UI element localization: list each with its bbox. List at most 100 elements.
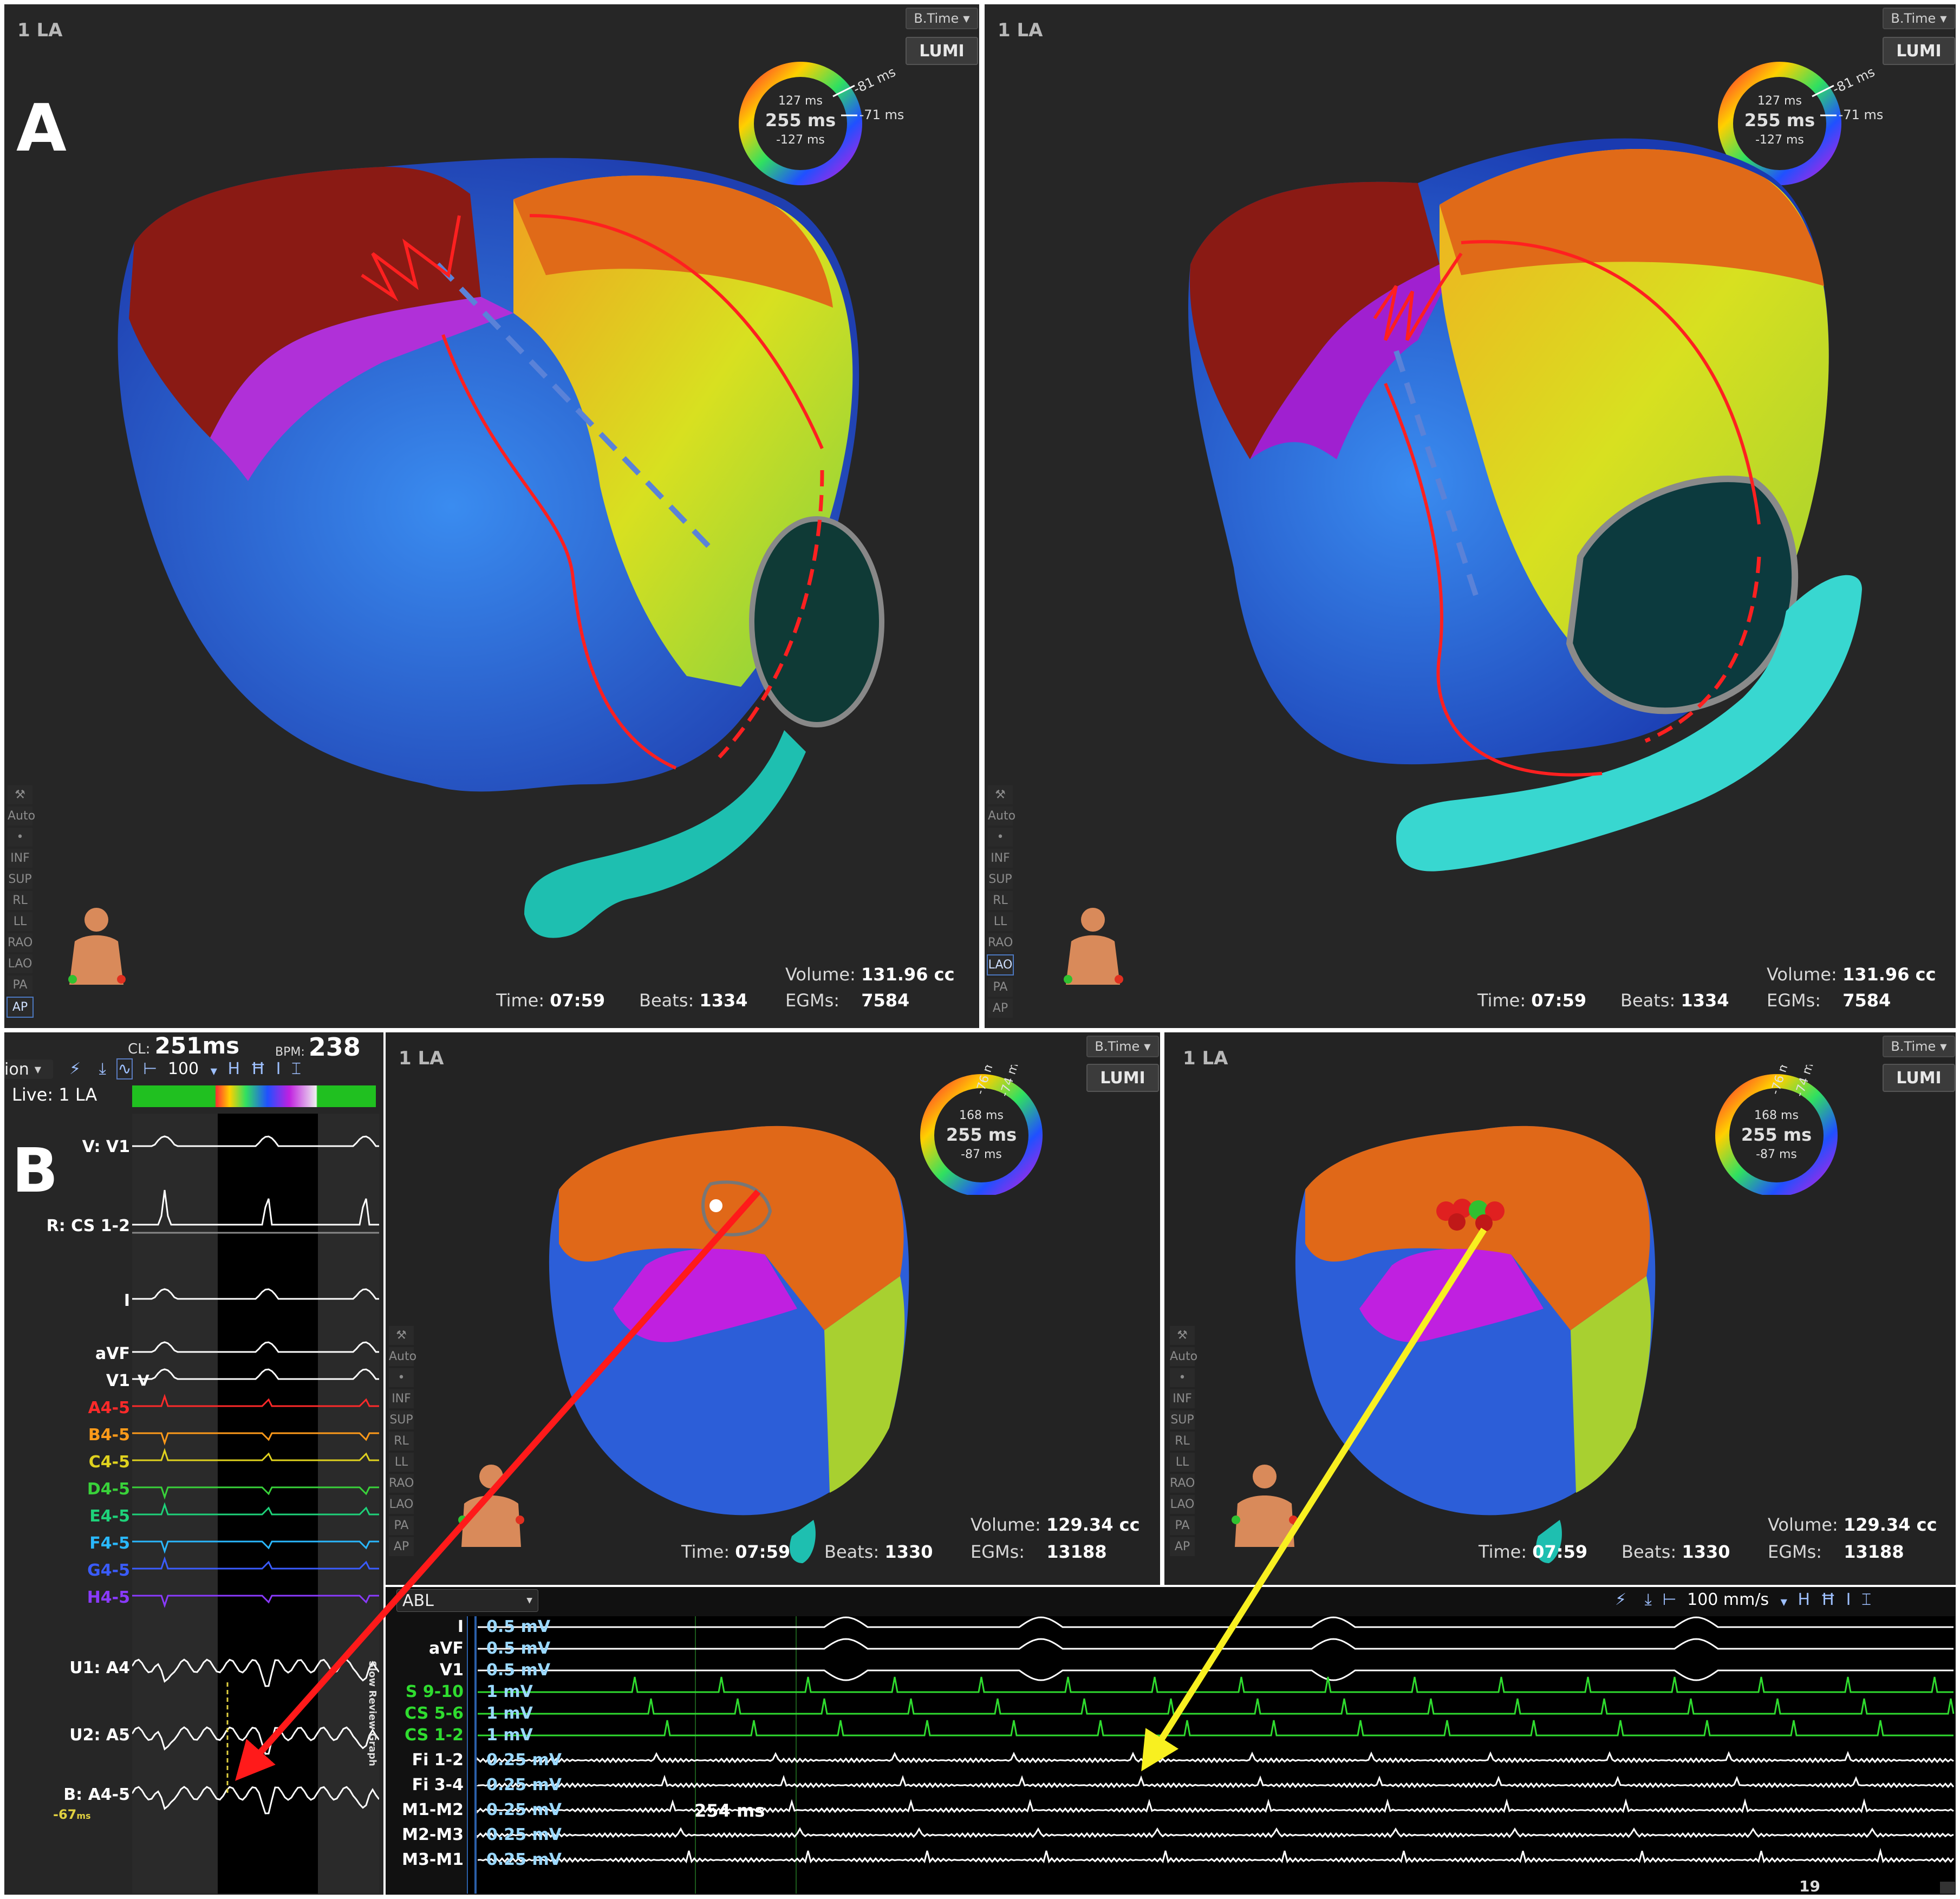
map-mode-dropdown[interactable]: B.Time ▼ [1086, 1036, 1159, 1057]
i-beam-tool-icon[interactable]: I [276, 1059, 281, 1078]
view-inf[interactable]: INF [389, 1389, 414, 1408]
view-ap[interactable]: AP [6, 997, 34, 1018]
signal-label[interactable]: U2: A5 [69, 1726, 130, 1745]
activation-map-3d[interactable] [102, 134, 903, 958]
speed-value[interactable]: 100 [167, 1059, 199, 1078]
view-rl[interactable]: RL [1170, 1432, 1195, 1451]
gain-label[interactable]: 0.5 mV [486, 1639, 551, 1658]
view-inf[interactable]: INF [988, 849, 1013, 868]
channel-label[interactable]: CS 5-6 [405, 1704, 464, 1723]
trace-tool-icon[interactable]: ⚡ [69, 1059, 81, 1078]
chevron-down-icon[interactable]: ▼ [210, 1066, 217, 1076]
view-dot[interactable]: • [389, 1368, 414, 1387]
view-rl[interactable]: RL [988, 891, 1013, 910]
view-ap[interactable]: AP [389, 1537, 414, 1556]
view-ll[interactable]: LL [1170, 1453, 1195, 1472]
map-mode-dropdown[interactable]: B.Time ▼ [906, 8, 978, 29]
view-lao[interactable]: LAO [1170, 1495, 1195, 1514]
view-ap[interactable]: AP [988, 999, 1013, 1018]
view-ll[interactable]: LL [8, 912, 32, 931]
mode-dropdown[interactable]: ion ▼ [4, 1059, 53, 1079]
channel-dropdown[interactable]: ABL ▼ [396, 1589, 538, 1612]
gain-label[interactable]: 1 mV [486, 1726, 533, 1745]
channel-label[interactable]: M1-M2 [402, 1800, 464, 1819]
view-sup[interactable]: SUP [389, 1410, 414, 1429]
signal-label[interactable]: B: A4-5 [63, 1785, 130, 1804]
channel-label[interactable]: Fi 1-2 [412, 1751, 464, 1770]
view-ll[interactable]: LL [988, 912, 1013, 931]
view-pa[interactable]: PA [8, 975, 32, 994]
abl-signal-traces[interactable] [467, 1616, 1955, 1894]
h-cross-tool-icon[interactable]: Ħ [1820, 1590, 1836, 1609]
view-auto[interactable]: Auto [8, 807, 35, 825]
view-pa[interactable]: PA [988, 978, 1013, 997]
gain-label[interactable]: 0.25 mV [486, 1776, 562, 1794]
signal-label[interactable]: H4-5 [87, 1588, 130, 1607]
view-lao[interactable]: LAO [389, 1495, 414, 1514]
signal-label[interactable]: U1: A4 [69, 1659, 130, 1677]
signal-label[interactable]: G4-5 [87, 1561, 130, 1580]
slow-review-graph-tab[interactable]: Slow Review Graph [367, 1661, 378, 1766]
signal-label[interactable]: B4-5 [88, 1426, 130, 1445]
gain-label[interactable]: 0.5 mV [486, 1661, 551, 1680]
view-rao[interactable]: RAO [1170, 1474, 1195, 1493]
view-auto[interactable]: Auto [988, 807, 1015, 825]
view-ap[interactable]: AP [1170, 1537, 1195, 1556]
h-tool-icon[interactable]: H [1798, 1590, 1811, 1609]
gain-label[interactable]: 0.5 mV [486, 1617, 551, 1636]
gain-label[interactable]: 0.25 mV [486, 1800, 562, 1819]
gain-label[interactable]: 0.25 mV [486, 1850, 562, 1869]
map-mode-dropdown[interactable]: B.Time ▼ [1883, 1036, 1955, 1057]
view-rl[interactable]: RL [389, 1432, 414, 1451]
view-inf[interactable]: INF [1170, 1389, 1195, 1408]
view-sup[interactable]: SUP [1170, 1410, 1195, 1429]
h-cross-tool-icon[interactable]: Ħ [250, 1059, 266, 1078]
gain-label[interactable]: 1 mV [486, 1682, 533, 1701]
view-pa[interactable]: PA [1170, 1516, 1195, 1535]
pin-icon[interactable]: ⚒ [389, 1326, 414, 1345]
view-sup[interactable]: SUP [988, 870, 1013, 889]
i-beam-tool-icon[interactable]: I [1846, 1590, 1851, 1609]
signal-label[interactable]: I [123, 1291, 130, 1310]
view-dot[interactable]: • [988, 828, 1013, 847]
clear-tool-icon[interactable]: ⌶ [1861, 1590, 1872, 1609]
channel-label[interactable]: V1 [439, 1661, 464, 1680]
pin-icon[interactable]: ⚒ [988, 785, 1013, 804]
activation-map-3d[interactable] [537, 1103, 916, 1569]
gain-label[interactable]: 1 mV [486, 1704, 533, 1723]
signal-label[interactable]: aVF [95, 1344, 130, 1363]
signal-label[interactable]: C4-5 [88, 1453, 130, 1472]
channel-label[interactable]: aVF [429, 1639, 464, 1658]
signal-label[interactable]: A4-5 [88, 1399, 130, 1417]
signal-label[interactable]: D4-5 [87, 1480, 130, 1499]
sweep-speed[interactable]: 100 mm/s [1687, 1590, 1769, 1609]
view-auto[interactable]: Auto [389, 1347, 416, 1366]
h-tool-icon[interactable]: H [227, 1059, 240, 1078]
signal-label[interactable]: V: V1 [82, 1137, 130, 1156]
map-mode-dropdown[interactable]: B.Time ▼ [1883, 8, 1955, 29]
view-ll[interactable]: LL [389, 1453, 414, 1472]
view-rl[interactable]: RL [8, 891, 32, 910]
signal-label[interactable]: E4-5 [89, 1507, 130, 1526]
channel-label[interactable]: Fi 3-4 [412, 1776, 464, 1794]
channel-label[interactable]: I [457, 1617, 464, 1636]
trace-tool-icon[interactable]: ⚡ [1615, 1590, 1627, 1609]
signal-label[interactable]: R: CS 1-2 [46, 1217, 130, 1235]
waveform-icon[interactable]: ∿ [116, 1058, 133, 1079]
signal-traces[interactable] [132, 1114, 379, 1894]
caliper-icon[interactable]: ⊢ [143, 1059, 158, 1078]
channel-label[interactable]: M2-M3 [402, 1825, 464, 1844]
view-rao[interactable]: RAO [389, 1474, 414, 1493]
gain-label[interactable]: 0.25 mV [486, 1751, 562, 1770]
lumi-button[interactable]: LUMI [1086, 1064, 1159, 1092]
view-lao[interactable]: LAO [8, 954, 32, 973]
view-sup[interactable]: SUP [8, 870, 32, 889]
pin-icon[interactable]: ⚒ [1170, 1326, 1195, 1345]
clear-tool-icon[interactable]: ⌶ [291, 1059, 302, 1078]
activation-map-3d[interactable] [1284, 1103, 1663, 1569]
pointer-icon[interactable]: ⤓ [1644, 1590, 1652, 1609]
lumi-button[interactable]: LUMI [1883, 37, 1955, 65]
lumi-button[interactable]: LUMI [1883, 1064, 1955, 1092]
activation-map-3d[interactable] [1158, 123, 1862, 936]
view-dot[interactable]: • [1170, 1368, 1195, 1387]
